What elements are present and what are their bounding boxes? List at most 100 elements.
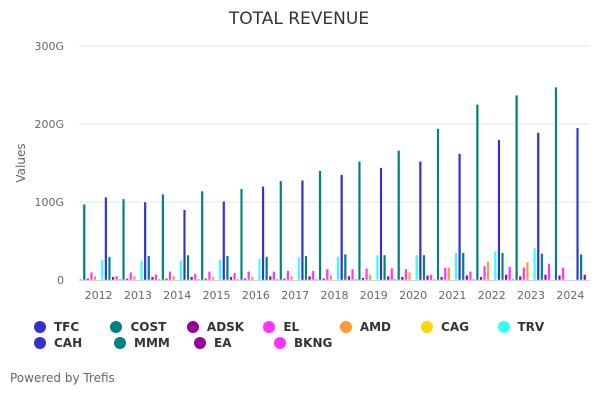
bar-bkng-2014[interactable] xyxy=(193,273,197,281)
bar-cost-2019[interactable] xyxy=(357,161,361,281)
legend-item-bkng[interactable]: BKNG xyxy=(274,335,354,351)
bar-trv-2019[interactable] xyxy=(375,254,379,281)
bar-tfc-2016[interactable] xyxy=(236,279,240,281)
bar-el-2020[interactable] xyxy=(404,268,408,281)
bar-mmm-2021[interactable] xyxy=(461,252,465,281)
bar-amd-2018[interactable] xyxy=(329,275,333,281)
legend-item-el[interactable]: EL xyxy=(263,319,339,335)
bar-ea-2017[interactable] xyxy=(308,275,312,281)
bar-el-2015[interactable] xyxy=(207,271,211,281)
bar-el-2023[interactable] xyxy=(522,267,526,281)
bar-cah-2014[interactable] xyxy=(182,209,186,281)
bar-cost-2021[interactable] xyxy=(436,128,440,281)
bar-amd-2013[interactable] xyxy=(132,275,136,281)
bar-tfc-2021[interactable] xyxy=(432,279,436,281)
bar-ea-2024[interactable] xyxy=(583,274,587,281)
bar-cost-2017[interactable] xyxy=(279,180,283,281)
bar-bkng-2013[interactable] xyxy=(154,274,158,281)
bar-cost-2024[interactable] xyxy=(554,87,558,281)
bar-el-2014[interactable] xyxy=(168,271,172,281)
bar-cah-2023[interactable] xyxy=(536,132,540,281)
bar-tfc-2013[interactable] xyxy=(118,279,122,281)
bar-tfc-2015[interactable] xyxy=(197,279,201,281)
legend-item-cah[interactable]: CAH xyxy=(34,335,114,351)
bar-adsk-2020[interactable] xyxy=(400,276,404,281)
bar-cah-2017[interactable] xyxy=(300,179,304,281)
bar-trv-2012[interactable] xyxy=(100,259,104,281)
bar-cah-2020[interactable] xyxy=(418,161,422,281)
bar-trv-2023[interactable] xyxy=(533,247,537,281)
bar-cah-2021[interactable] xyxy=(458,153,462,281)
bar-mmm-2024[interactable] xyxy=(579,254,583,281)
bar-amd-2015[interactable] xyxy=(211,276,215,281)
legend-item-mmm[interactable]: MMM xyxy=(114,335,194,351)
bar-bkng-2016[interactable] xyxy=(272,271,276,281)
legend-item-trv[interactable]: TRV xyxy=(497,319,574,335)
bar-el-2021[interactable] xyxy=(443,267,447,281)
bar-amd-2014[interactable] xyxy=(172,275,176,281)
bar-cah-2013[interactable] xyxy=(143,201,147,281)
bar-adsk-2018[interactable] xyxy=(322,278,326,281)
bar-trv-2013[interactable] xyxy=(140,260,144,281)
bar-tfc-2023[interactable] xyxy=(511,279,515,281)
bar-bkng-2020[interactable] xyxy=(429,274,433,281)
bar-amd-2021[interactable] xyxy=(447,267,451,281)
bar-cost-2023[interactable] xyxy=(515,94,519,281)
bar-bkng-2012[interactable] xyxy=(115,275,119,281)
bar-cah-2024[interactable] xyxy=(576,127,580,281)
bar-cah-2015[interactable] xyxy=(222,201,226,281)
bar-ea-2015[interactable] xyxy=(229,276,233,281)
bar-amd-2023[interactable] xyxy=(525,261,529,281)
bar-mmm-2018[interactable] xyxy=(343,254,347,281)
bar-cost-2020[interactable] xyxy=(397,150,401,281)
bar-trv-2016[interactable] xyxy=(257,258,261,281)
bar-mmm-2017[interactable] xyxy=(304,255,308,281)
bar-tfc-2019[interactable] xyxy=(354,279,358,281)
bar-cost-2016[interactable] xyxy=(239,188,243,281)
bar-mmm-2022[interactable] xyxy=(501,252,505,281)
bar-amd-2012[interactable] xyxy=(93,275,97,281)
bar-amd-2022[interactable] xyxy=(486,261,490,281)
bar-bkng-2022[interactable] xyxy=(508,266,512,281)
bar-bkng-2019[interactable] xyxy=(390,268,394,281)
bar-el-2022[interactable] xyxy=(483,265,487,281)
bar-tfc-2012[interactable] xyxy=(79,279,83,281)
bar-bkng-2015[interactable] xyxy=(233,272,237,281)
bar-mmm-2012[interactable] xyxy=(107,256,111,281)
bar-trv-2020[interactable] xyxy=(415,254,419,281)
bar-ea-2020[interactable] xyxy=(426,275,430,281)
legend-item-adsk[interactable]: ADSK xyxy=(186,319,263,335)
bar-adsk-2014[interactable] xyxy=(164,278,168,281)
bar-mmm-2019[interactable] xyxy=(383,254,387,281)
bar-cost-2015[interactable] xyxy=(200,190,204,281)
bar-bkng-2023[interactable] xyxy=(547,263,551,281)
bar-adsk-2021[interactable] xyxy=(440,276,444,281)
bar-cah-2019[interactable] xyxy=(379,167,383,281)
bar-cah-2018[interactable] xyxy=(340,174,344,281)
bar-mmm-2015[interactable] xyxy=(225,255,229,281)
bar-amd-2017[interactable] xyxy=(290,275,294,281)
legend-item-amd[interactable]: AMD xyxy=(339,319,421,335)
bar-el-2012[interactable] xyxy=(89,272,93,281)
legend-item-ea[interactable]: EA xyxy=(194,335,274,351)
bar-trv-2022[interactable] xyxy=(493,250,497,281)
bar-adsk-2017[interactable] xyxy=(282,278,286,281)
bar-cost-2012[interactable] xyxy=(82,204,86,281)
bar-ea-2023[interactable] xyxy=(543,274,547,281)
bar-cah-2022[interactable] xyxy=(497,139,501,281)
bar-ea-2012[interactable] xyxy=(111,276,115,281)
bar-cah-2012[interactable] xyxy=(104,197,108,281)
bar-el-2016[interactable] xyxy=(247,271,251,281)
bar-ea-2021[interactable] xyxy=(465,275,469,281)
bar-mmm-2016[interactable] xyxy=(265,256,269,281)
bar-adsk-2016[interactable] xyxy=(243,278,247,281)
legend-item-cag[interactable]: CAG xyxy=(421,319,497,335)
bar-bkng-2017[interactable] xyxy=(311,270,315,281)
bar-mmm-2020[interactable] xyxy=(422,254,426,281)
bar-mmm-2013[interactable] xyxy=(147,255,151,281)
bar-bkng-2021[interactable] xyxy=(468,271,472,281)
bar-ea-2018[interactable] xyxy=(347,275,351,281)
bar-adsk-2022[interactable] xyxy=(479,276,483,281)
bar-el-2013[interactable] xyxy=(129,272,133,281)
bar-tfc-2022[interactable] xyxy=(472,279,476,281)
